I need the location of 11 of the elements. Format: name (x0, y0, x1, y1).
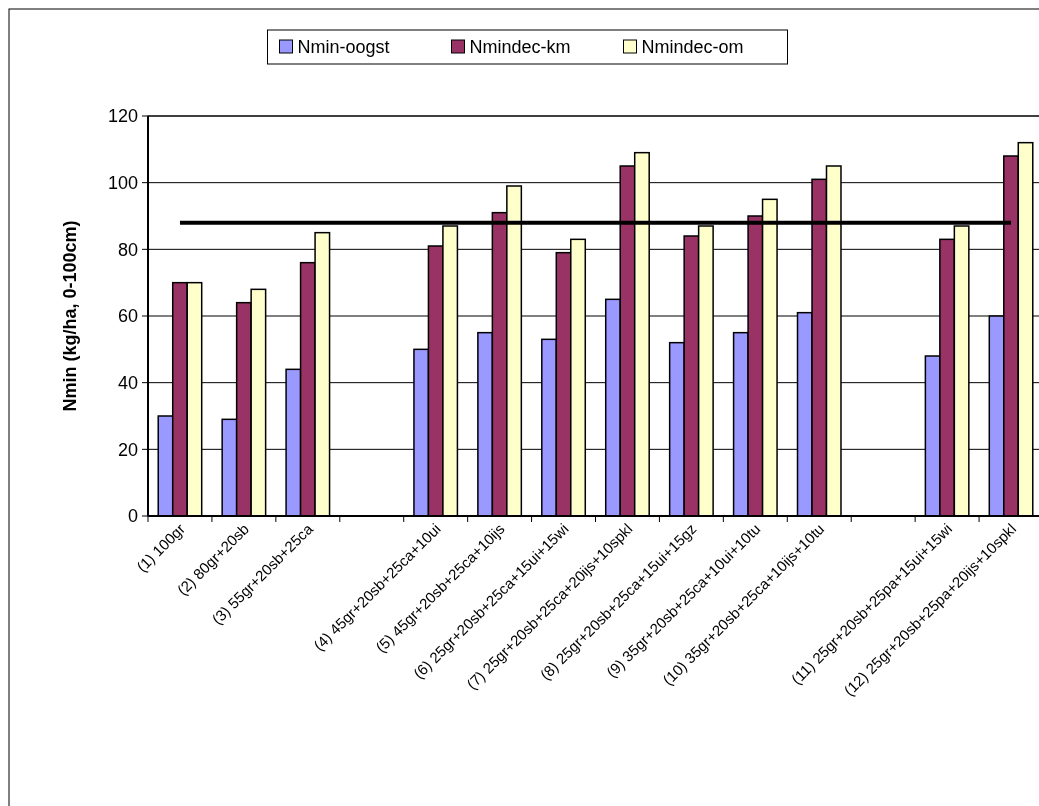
legend-label: Nmindec-km (469, 37, 571, 58)
y-tick-label: 40 (117, 372, 138, 393)
y-tick-label: 20 (117, 439, 138, 460)
y-tick-label: 0 (127, 506, 138, 527)
y-tick-label: 100 (107, 172, 138, 193)
y-tick-label: 60 (117, 306, 138, 327)
y-axis-title: Nmin (kg/ha, 0-100cm) (60, 220, 80, 412)
y-tick-label: 80 (117, 239, 138, 260)
legend-label: Nmin-oogst (297, 37, 390, 58)
y-tick-label: 120 (107, 106, 138, 127)
legend-label: Nmindec-om (641, 37, 744, 58)
